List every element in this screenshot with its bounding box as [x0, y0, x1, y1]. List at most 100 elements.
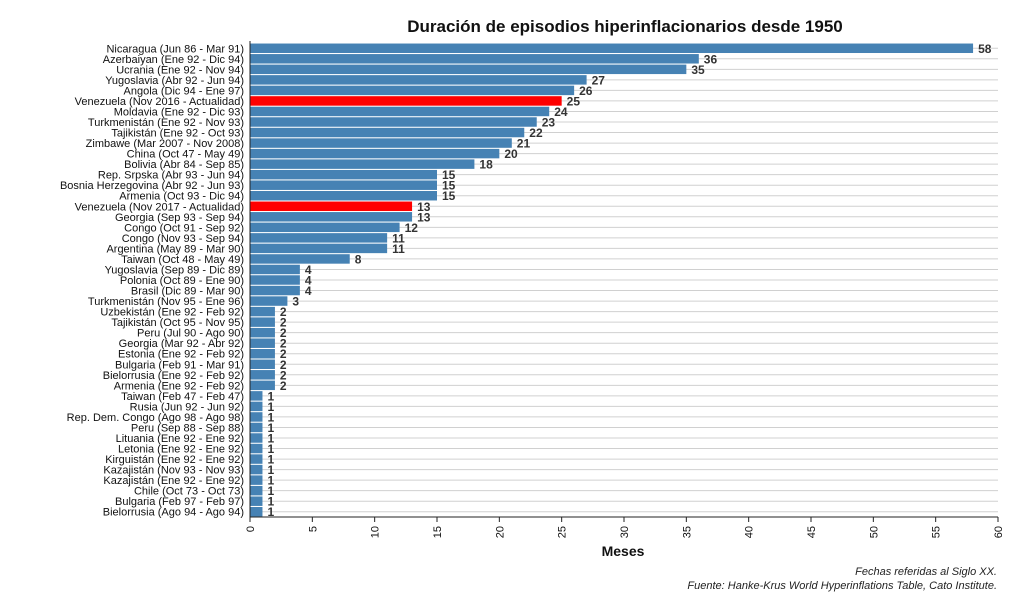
bar — [250, 243, 388, 254]
bar — [250, 127, 525, 138]
x-tick-label: 30 — [619, 526, 631, 538]
data-label: 15 — [442, 168, 456, 182]
category-label: Kazajistán (Nov 93 - Nov 93) — [103, 465, 244, 477]
data-label: 2 — [280, 326, 287, 340]
bar — [250, 506, 263, 517]
bar — [250, 317, 275, 327]
x-tick-label: 25 — [557, 526, 569, 538]
category-label: Turkmenistán (Nov 95 - Ene 96) — [88, 296, 244, 308]
data-label: 1 — [267, 495, 274, 509]
data-label: 36 — [704, 52, 718, 66]
data-label: 1 — [267, 442, 274, 456]
data-label: 4 — [305, 263, 312, 277]
category-label: Congo (Oct 91 - Sep 92) — [124, 222, 244, 234]
data-label: 1 — [267, 453, 274, 467]
category-label: Tajikistán (Ene 92 - Oct 93) — [111, 128, 244, 140]
bar — [250, 327, 275, 338]
x-axis-label: Meses — [602, 543, 645, 559]
data-label: 25 — [567, 94, 581, 108]
data-label: 13 — [417, 200, 431, 214]
data-label: 58 — [978, 42, 992, 56]
data-label: 1 — [267, 389, 274, 403]
data-label: 1 — [267, 432, 274, 446]
category-label: Taiwan (Oct 48 - May 49) — [121, 254, 244, 266]
category-label: Rep. Srpska (Abr 93 - Jun 94) — [98, 170, 244, 182]
category-label: Bielorrusia (Ago 94 - Ago 94) — [103, 507, 244, 519]
bar — [250, 275, 300, 285]
bar — [250, 254, 350, 264]
x-tick-label: 20 — [494, 526, 506, 538]
data-label: 1 — [267, 474, 274, 488]
category-label: China (Oct 47 - May 49) — [127, 149, 244, 161]
caption-source: Fuente: Hanke-Krus World Hyperinflations… — [687, 580, 997, 592]
data-label: 2 — [280, 337, 287, 351]
data-label: 2 — [280, 368, 287, 382]
x-tick-label: 55 — [931, 526, 943, 538]
bar — [250, 201, 413, 212]
bar — [250, 233, 388, 243]
bar — [250, 401, 263, 412]
category-label: Brasil (Dic 89 - Mar 90) — [131, 286, 244, 298]
x-tick-label: 15 — [432, 526, 444, 538]
bar — [250, 359, 275, 370]
bar — [250, 391, 263, 401]
bar — [250, 338, 275, 348]
data-label: 15 — [442, 189, 456, 203]
bar — [250, 264, 300, 275]
x-tick-label: 0 — [245, 526, 257, 532]
category-label: Yugoslavia (Abr 92 - Jun 94) — [105, 75, 244, 87]
caption-dates-note: Fechas referidas al Siglo XX. — [855, 566, 997, 578]
bar — [250, 138, 512, 148]
data-label: 1 — [267, 421, 274, 435]
bar — [250, 370, 275, 380]
data-label: 1 — [267, 505, 274, 519]
value-labels: 5836352726252423222120181515151313121111… — [267, 42, 991, 519]
x-tick-label: 35 — [681, 526, 693, 538]
category-label: Peru (Sep 88 - Sep 88) — [131, 422, 244, 434]
data-label: 2 — [280, 305, 287, 319]
data-label: 2 — [280, 379, 287, 393]
bar — [250, 96, 562, 106]
x-tick-label: 10 — [370, 526, 382, 538]
bar — [250, 169, 437, 180]
category-label: Angola (Dic 94 - Ene 97) — [124, 85, 244, 97]
category-label: Polonia (Oct 89 - Ene 90) — [120, 275, 244, 287]
category-label: Taiwan (Feb 47 - Feb 47) — [121, 391, 244, 403]
category-label: Armenia (Ene 92 - Feb 92) — [114, 380, 244, 392]
bar — [250, 443, 263, 454]
x-tick-label: 60 — [993, 526, 1005, 538]
bar — [250, 180, 437, 190]
category-label: Bulgaria (Feb 91 - Mar 91) — [115, 359, 244, 371]
bar — [250, 117, 537, 127]
data-label: 13 — [417, 210, 431, 224]
category-label: Venezuela (Nov 2017 - Actualidad) — [75, 201, 244, 213]
bar — [250, 43, 974, 54]
bars — [250, 43, 974, 517]
data-label: 23 — [542, 116, 556, 130]
category-label: Bielorrusia (Ene 92 - Feb 92) — [103, 370, 244, 382]
category-label: Zimbawe (Mar 2007 - Nov 2008) — [86, 138, 244, 150]
data-label: 1 — [267, 410, 274, 424]
category-label: Georgia (Sep 93 - Sep 94) — [115, 212, 244, 224]
bar — [250, 190, 437, 201]
x-tick-label: 5 — [307, 526, 319, 532]
category-label: Bolivia (Abr 84 - Sep 85) — [124, 159, 244, 171]
data-label: 21 — [517, 137, 531, 151]
category-label: Congo (Nov 93 - Sep 94) — [122, 233, 244, 245]
bar — [250, 222, 400, 233]
data-label: 35 — [691, 63, 705, 77]
data-label: 27 — [592, 73, 606, 87]
data-label: 1 — [267, 400, 274, 414]
category-label: Nicaragua (Jun 86 - Mar 91) — [106, 43, 244, 55]
category-label: Venezuela (Nov 2016 - Actualidad) — [75, 96, 244, 108]
bar — [250, 433, 263, 443]
category-label: Turkmenistán (Ene 92 - Nov 93) — [88, 117, 244, 129]
category-label: Bosnia Herzegovina (Abr 92 - Jun 93) — [60, 180, 244, 192]
category-label: Kazajistán (Ene 92 - Ene 92) — [103, 475, 244, 487]
data-label: 18 — [479, 158, 493, 172]
data-label: 11 — [392, 242, 405, 256]
category-label: Moldavia (Ene 92 - Dic 93) — [114, 106, 244, 118]
data-label: 8 — [355, 252, 362, 266]
bar — [250, 454, 263, 464]
bar — [250, 64, 687, 75]
